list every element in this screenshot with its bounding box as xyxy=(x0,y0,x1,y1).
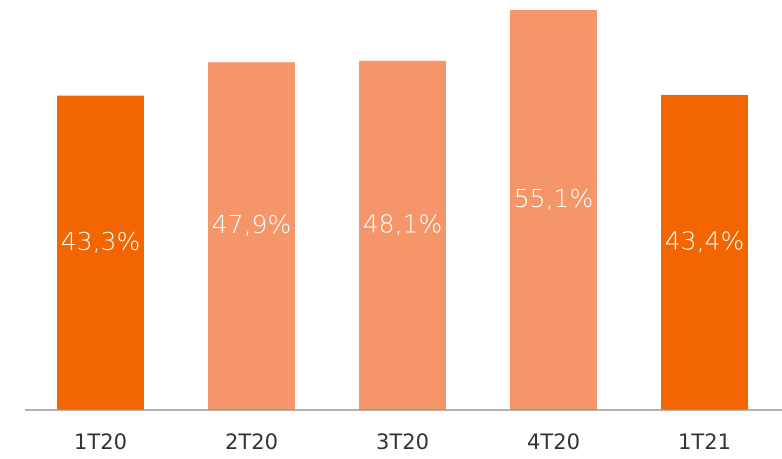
x-tick-label: 1T20 xyxy=(74,430,127,454)
value-label: 43,4% xyxy=(665,226,744,255)
x-tick-label: 2T20 xyxy=(225,430,278,454)
value-label: 48,1% xyxy=(363,209,442,238)
x-tick-label: 3T20 xyxy=(376,430,429,454)
value-label: 47,9% xyxy=(212,210,291,239)
value-label: 55,1% xyxy=(514,184,593,213)
bar xyxy=(208,62,295,410)
bar xyxy=(510,10,597,410)
bar xyxy=(57,95,144,411)
bar xyxy=(661,94,748,411)
value-label: 43,3% xyxy=(61,227,140,256)
bar xyxy=(359,60,446,410)
x-tick-label: 4T20 xyxy=(527,430,580,454)
x-tick-label: 1T21 xyxy=(678,430,731,454)
